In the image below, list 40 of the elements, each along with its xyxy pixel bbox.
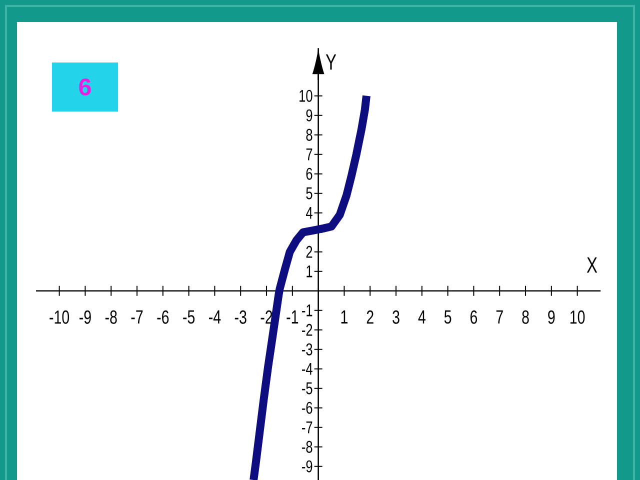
- y-axis-title: Y: [326, 54, 336, 70]
- x-tick-label: -9: [80, 310, 91, 324]
- y-tick-label: -4: [302, 362, 312, 375]
- x-tick-label: 2: [366, 310, 374, 324]
- x-tick-label: -2: [260, 310, 272, 324]
- annotation: 6: [79, 78, 91, 96]
- y-tick-label: 7: [306, 148, 312, 160]
- y-tick-label: -9: [302, 460, 312, 472]
- x-tick-label: 6: [470, 310, 478, 324]
- x-tick-label: -6: [157, 310, 169, 324]
- x-tick-label: 10: [570, 310, 585, 324]
- x-tick-label: 5: [444, 310, 452, 324]
- y-tick-label: -7: [302, 422, 312, 434]
- y-tick-label: -3: [302, 343, 312, 356]
- x-tick-label: -7: [131, 310, 143, 324]
- x-tick-label: -5: [183, 310, 195, 324]
- y-tick-label: -5: [302, 382, 312, 394]
- x-tick-label: 3: [392, 310, 400, 324]
- x-tick-label: 9: [548, 310, 555, 324]
- x-tick-label: 7: [496, 310, 503, 324]
- x-tick-label: -4: [209, 310, 221, 324]
- y-tick-label: 5: [306, 187, 312, 200]
- y-tick-label: 10: [300, 90, 312, 102]
- y-tick-label: 4: [306, 206, 312, 219]
- y-tick-label: -2: [302, 324, 312, 336]
- y-tick-label: 1: [306, 265, 312, 278]
- x-tick-label: 8: [522, 310, 529, 324]
- x-tick-label: 4: [418, 310, 426, 324]
- x-tick-label: -10: [50, 310, 70, 324]
- y-tick-label: -6: [302, 402, 312, 414]
- y-tick-label: 6: [306, 168, 312, 180]
- y-tick-label: -8: [302, 440, 312, 453]
- y-tick-label: 8: [306, 128, 312, 141]
- x-axis-title: X: [586, 257, 598, 273]
- x-tick-label: -3: [234, 310, 246, 324]
- x-tick-label: -8: [105, 310, 117, 324]
- y-tick-label: 9: [306, 109, 312, 122]
- x-tick-label: -1: [286, 310, 298, 324]
- y-tick-label: 2: [306, 246, 312, 258]
- x-tick-label: 1: [341, 310, 348, 324]
